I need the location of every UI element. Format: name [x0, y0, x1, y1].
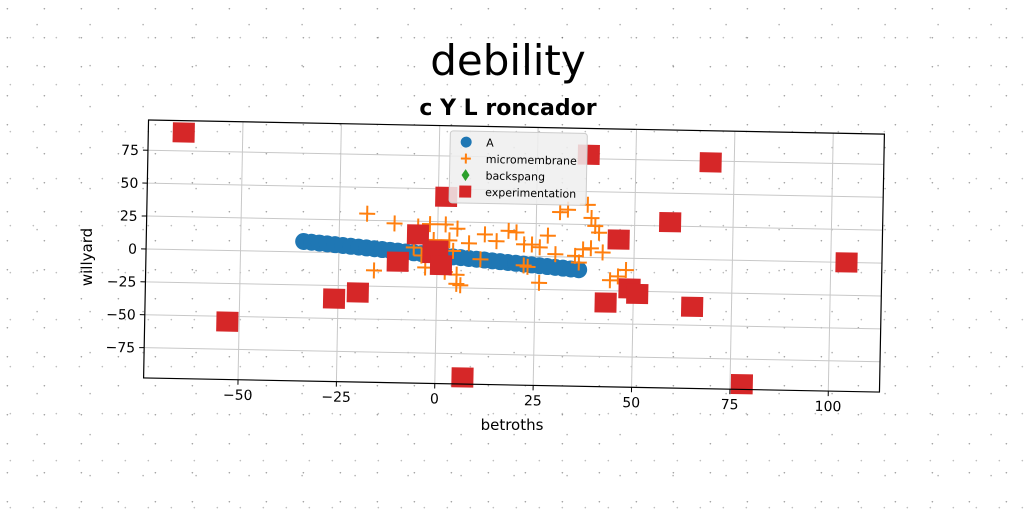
point-square — [699, 152, 722, 173]
x-tick-label: −25 — [321, 389, 351, 406]
legend-item: A — [460, 136, 494, 150]
y-tick-label: 50 — [120, 176, 138, 192]
legend-box — [448, 130, 588, 206]
point-plus — [448, 275, 465, 292]
x-tick-label: 25 — [524, 393, 542, 409]
point-square — [216, 311, 239, 332]
ticks: −50 −25 0 25 50 75 100 −75 −50 −25 0 25 50 75 — [105, 143, 841, 416]
point-plus — [476, 226, 493, 243]
legend-marker — [459, 185, 472, 198]
point-square — [680, 296, 704, 318]
legend-marker — [460, 153, 471, 164]
x-tick-label: 75 — [721, 397, 739, 413]
x-tick-label: 0 — [430, 391, 439, 407]
point-plus — [515, 257, 532, 274]
point-square — [626, 283, 649, 305]
legend-label: experimentation — [485, 186, 576, 201]
point-square — [172, 122, 195, 143]
chart-subtitle: c Y L roncador — [419, 96, 596, 121]
point-plus — [609, 268, 626, 285]
y-tick-label: −25 — [107, 274, 137, 291]
point-plus — [386, 215, 403, 232]
point-plus — [531, 274, 548, 291]
point-square — [607, 229, 630, 250]
point-plus — [523, 236, 540, 253]
point-square — [386, 251, 409, 272]
point-plus — [519, 258, 536, 275]
legend-item: backspang — [461, 169, 545, 184]
point-plus — [617, 261, 634, 279]
point-plus — [547, 246, 564, 263]
point-plus — [583, 209, 600, 227]
point-square — [594, 292, 617, 313]
point-plus — [437, 216, 454, 233]
point-square — [346, 282, 369, 303]
legend-label: backspang — [485, 169, 545, 183]
x-tick-label: 50 — [622, 395, 640, 411]
point-plus — [500, 222, 517, 239]
y-gridline — [144, 347, 881, 363]
point-plus — [591, 224, 608, 241]
point-plus — [552, 204, 569, 221]
legend-label: A — [486, 136, 494, 149]
point-plus — [365, 262, 382, 279]
point-plus — [567, 247, 584, 264]
y-gridline — [145, 281, 882, 297]
y-tick-label: 0 — [128, 242, 137, 258]
x-tick-label: 100 — [814, 399, 841, 416]
y-gridline — [144, 314, 881, 330]
legend-item: experimentation — [459, 185, 576, 201]
point-plus — [441, 232, 458, 249]
point-plus — [460, 235, 477, 252]
point-plus — [508, 224, 525, 241]
y-tick-label: 25 — [120, 209, 138, 225]
point-square — [835, 252, 858, 273]
y-tick-label: −75 — [105, 340, 135, 357]
point-plus — [472, 251, 489, 268]
point-square — [322, 288, 346, 309]
point-plus — [421, 216, 438, 233]
point-plus — [594, 244, 611, 261]
point-square — [406, 224, 430, 245]
point-plus — [452, 277, 469, 294]
point-plus — [570, 254, 587, 271]
series-micromembrane — [359, 196, 634, 294]
point-square — [429, 254, 453, 276]
y-gridline — [146, 215, 883, 231]
x-axis-label: betroths — [481, 416, 544, 434]
y-axis-label: willyard — [78, 228, 96, 286]
point-plus — [488, 233, 505, 250]
point-plus — [582, 240, 599, 257]
point-square — [730, 373, 754, 395]
point-square — [658, 211, 682, 233]
x-tick-label: −50 — [223, 387, 253, 404]
plot-area: −50 −25 0 25 50 75 100 −75 −50 −25 0 25 50 75 Amicrom… — [105, 119, 886, 416]
point-plus — [574, 241, 592, 258]
chart-title: debility — [430, 36, 586, 85]
point-plus — [601, 272, 618, 289]
y-tick-label: −50 — [106, 307, 136, 324]
y-tick-label: 75 — [121, 143, 139, 159]
point-plus — [531, 239, 548, 256]
point-square — [451, 367, 474, 388]
point-plus — [539, 227, 556, 244]
legend-item: micromembrane — [460, 153, 577, 168]
legend-label: micromembrane — [486, 153, 577, 168]
point-plus — [449, 220, 466, 237]
data-marks — [172, 122, 858, 395]
legend-marker — [460, 136, 472, 148]
legend-marker — [461, 169, 470, 182]
point-plus — [359, 205, 376, 222]
series-experimentation — [172, 122, 858, 395]
point-plus — [587, 217, 604, 234]
